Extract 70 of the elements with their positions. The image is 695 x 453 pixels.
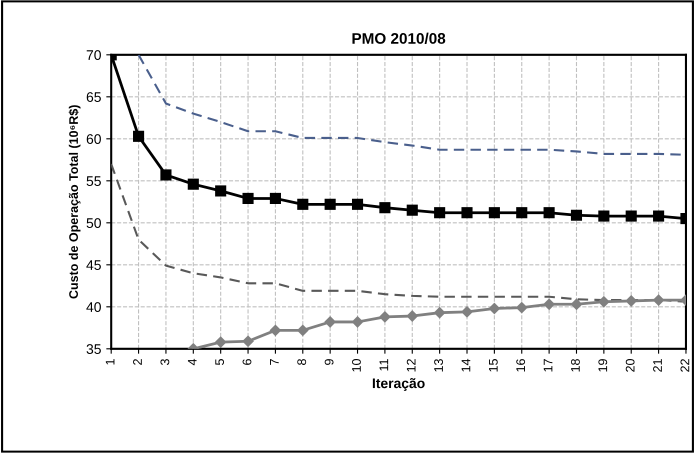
y-tick-label: 70 bbox=[86, 50, 101, 60]
point bbox=[270, 324, 282, 336]
x-tick-label: 5 bbox=[215, 359, 224, 365]
x-axis-title: Iteração bbox=[372, 378, 425, 391]
x-tick-label: 1 bbox=[106, 359, 114, 365]
x-tick-label: 4 bbox=[188, 358, 197, 366]
x-tick-label: 22 bbox=[680, 359, 690, 372]
point bbox=[461, 306, 473, 318]
y-tick-label: 35 bbox=[86, 344, 101, 354]
x-tick-label: 17 bbox=[544, 359, 552, 372]
y-tick-label: 45 bbox=[86, 260, 101, 270]
point bbox=[626, 210, 637, 222]
point bbox=[461, 207, 473, 218]
point bbox=[133, 130, 144, 142]
point bbox=[352, 198, 364, 210]
point bbox=[188, 178, 199, 190]
point bbox=[242, 192, 254, 204]
point bbox=[570, 210, 582, 221]
x-tick-label: 16 bbox=[516, 359, 526, 372]
x-tick-label: 20 bbox=[626, 359, 635, 372]
point bbox=[570, 298, 582, 310]
point bbox=[406, 310, 418, 322]
x-tick-label: 2 bbox=[133, 359, 142, 365]
point bbox=[434, 307, 446, 318]
chart-title: PMO 2010/08 bbox=[352, 32, 446, 44]
point bbox=[297, 324, 308, 336]
y-tick-label: 40 bbox=[86, 302, 101, 312]
point bbox=[215, 185, 226, 196]
y-tick-label: 60 bbox=[86, 134, 101, 144]
point bbox=[297, 198, 308, 210]
point bbox=[488, 207, 500, 218]
y-tick-label: 65 bbox=[86, 92, 101, 102]
x-tick-label: 8 bbox=[297, 359, 306, 365]
x-tick-label: 3 bbox=[160, 359, 170, 366]
point bbox=[626, 295, 637, 307]
point bbox=[598, 296, 610, 308]
y-axis-title: Custo de Operação Total (10⁶R$) bbox=[68, 105, 80, 299]
point bbox=[242, 336, 254, 347]
point bbox=[324, 198, 336, 210]
point bbox=[160, 169, 172, 180]
x-tick-label: 6 bbox=[242, 359, 252, 365]
point bbox=[379, 202, 390, 214]
x-tick-label: 19 bbox=[598, 359, 608, 372]
point bbox=[379, 311, 391, 322]
x-tick-label: 11 bbox=[380, 359, 388, 371]
x-tick-label: 9 bbox=[324, 359, 334, 365]
x-tick-label: 15 bbox=[489, 359, 498, 372]
x-tick-label: 18 bbox=[570, 359, 580, 372]
point bbox=[270, 192, 281, 204]
y-tick-label: 50 bbox=[86, 218, 101, 228]
point bbox=[544, 298, 555, 310]
point bbox=[598, 210, 610, 222]
x-tick-label: 12 bbox=[406, 359, 416, 372]
x-tick-label: 10 bbox=[352, 359, 361, 372]
point bbox=[434, 207, 446, 218]
point bbox=[488, 302, 500, 314]
x-tick-label: 13 bbox=[434, 359, 443, 372]
point bbox=[215, 336, 226, 348]
point bbox=[406, 204, 418, 216]
point bbox=[544, 207, 555, 218]
point bbox=[352, 316, 364, 328]
point bbox=[324, 316, 336, 328]
point bbox=[653, 210, 664, 222]
point bbox=[516, 302, 528, 314]
y-tick-label: 55 bbox=[86, 176, 101, 186]
x-tick-label: 21 bbox=[653, 359, 662, 372]
x-tick-label: 14 bbox=[462, 358, 470, 372]
x-tick-label: 7 bbox=[270, 359, 279, 365]
point bbox=[652, 294, 664, 306]
point bbox=[516, 207, 528, 218]
